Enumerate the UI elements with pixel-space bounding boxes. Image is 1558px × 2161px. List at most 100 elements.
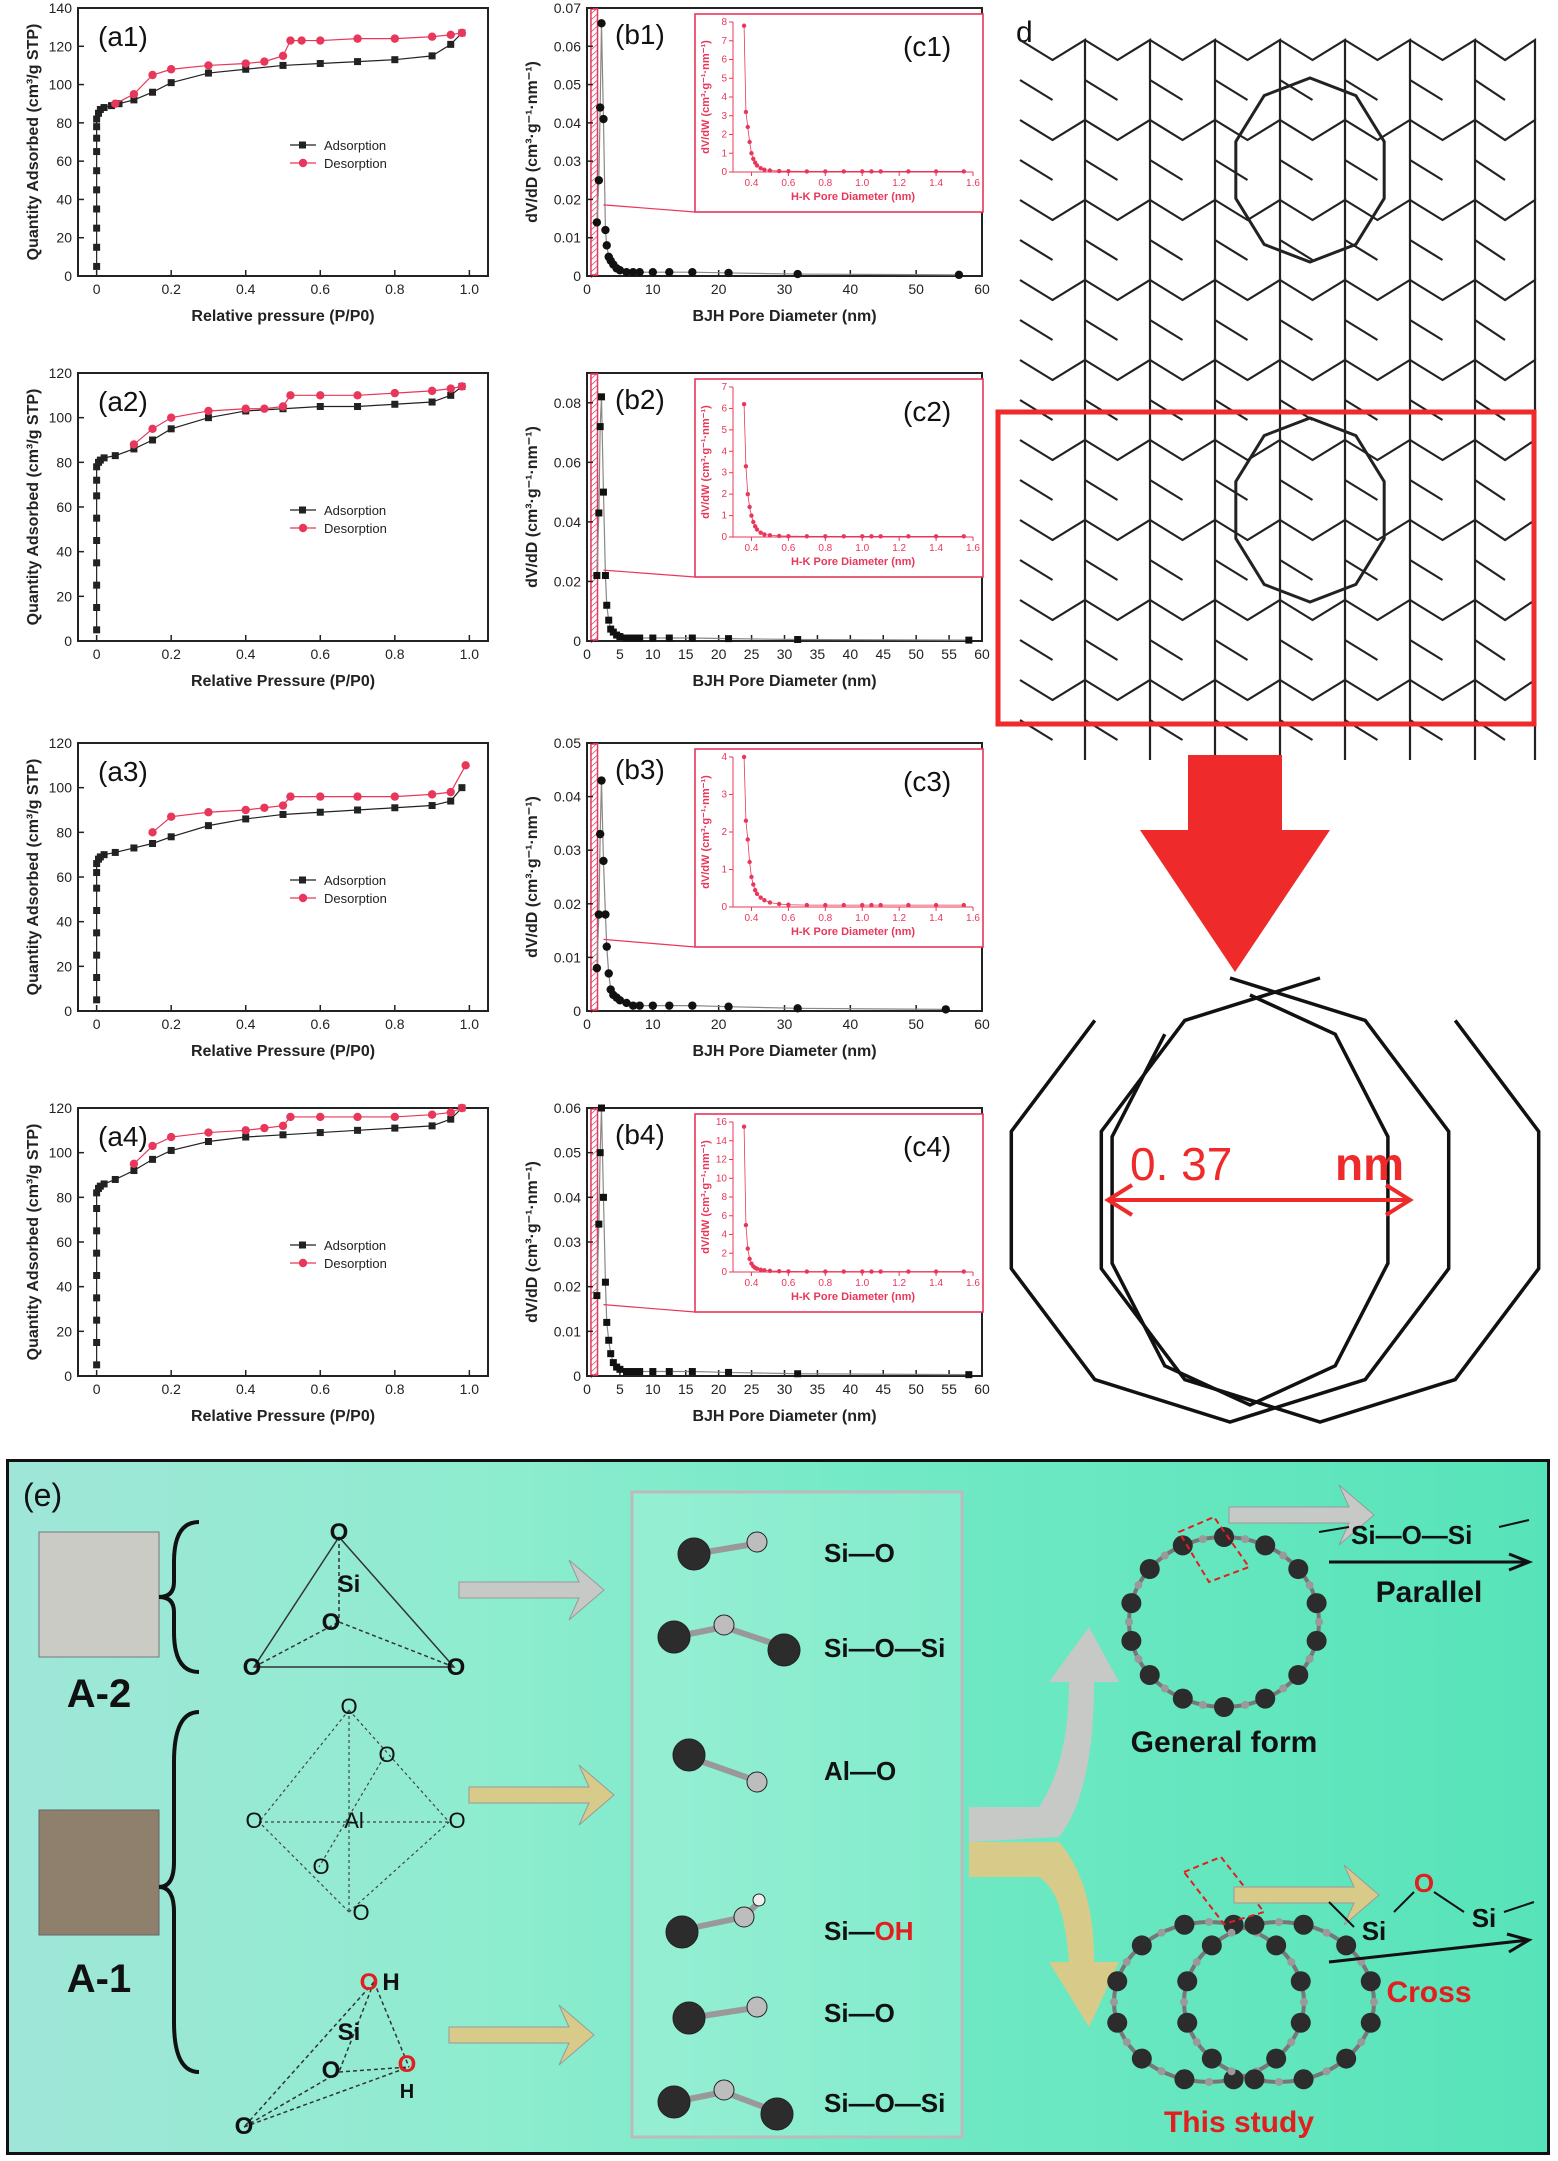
sample-a2-label: A-2 [67,1672,131,1716]
tetra-top-bonds [252,1536,456,1668]
framework-cell [1084,438,1152,520]
framework-bond [1344,319,1379,341]
desorption-point [204,1128,213,1137]
general-ring-o-atom [1198,1535,1207,1544]
cross-si-1: Si [1362,1916,1387,1946]
band-hatch [590,796,598,804]
desorption-point [129,89,139,99]
desorption-point [446,30,455,39]
adsorption-point [93,929,101,937]
desorption-point [166,413,176,422]
band-hatch [590,67,598,75]
desorption-point [129,440,139,449]
adsorption-point [111,452,119,460]
tetra-top-inner [253,1621,340,1668]
band-hatch [590,127,598,135]
band-hatch [590,163,598,171]
y-tick-label: 120 [49,38,73,54]
inset-point [878,169,883,174]
x-tick-label: 0.6 [311,1016,331,1032]
band-hatch [590,253,598,261]
band-hatch [590,1365,598,1373]
y-tick-label: 0.02 [554,573,581,589]
o-atom [733,1906,755,1928]
band-hatch [590,1203,598,1211]
adsorption-point [167,833,175,841]
framework-cell [1344,518,1412,600]
study-ring-b-si-atom [1201,1935,1222,1956]
general-ring-o-atom [1125,1618,1133,1626]
framework-cell [1149,358,1217,440]
inset-x-axis-label: H-K Pore Diameter (nm) [791,1291,915,1303]
inset-y-tick-label: 2 [721,827,727,838]
y-tick-label: 60 [56,869,72,885]
inset-y-tick-label: 16 [716,1117,728,1128]
series-line-desorption [133,385,463,445]
framework-lines [1019,37,1537,760]
inset-point [869,169,874,174]
arrow-silanol [448,2004,595,2066]
desorption-point [204,406,213,416]
general-ring-si-atom [1139,1664,1160,1685]
bond-label: Al—O [824,1756,896,1786]
isotherm-a3: 0 0.2 0.4 0.6 0.8 1.0 0 20 40 60 80 100 120 Relative … [25,735,489,1060]
desorption-point [457,1103,467,1113]
pore-b1: 0 10 20 30 40 50 6000.010.020.030.040.050.060.… [524,0,990,325]
y-tick-label: 0.04 [554,789,581,805]
band-hatch [590,1353,598,1361]
framework-cell [1474,197,1537,280]
x-tick-label: 10 [645,281,661,297]
data-point [597,393,605,401]
framework-bond [1019,479,1054,501]
x-tick-label: 0.8 [385,1016,405,1032]
series-line-adsorption [96,787,463,1000]
x-tick-label: 0 [93,646,101,662]
pore-b4: 0 5 10 15 20 25 30 35 40 45 50 55 6000.010.020.030.0… [524,1100,990,1425]
inset-point [752,887,758,893]
x-tick-label: 0 [583,646,591,662]
series-line-desorption [133,1107,463,1165]
x-tick-label: 35 [810,1381,826,1397]
inset-x-tick-label: 0.6 [781,543,795,554]
band-hatch [590,420,598,428]
y-tick-label: 120 [49,365,73,381]
band-hatch [590,1263,598,1271]
x-tick-label: 10 [645,1016,661,1032]
bond-label: Si—O [824,1998,895,2028]
inset-x-axis-label: H-K Pore Diameter (nm) [791,556,915,568]
framework-bond [1019,559,1054,581]
plot-frame [77,7,489,277]
inset-y-tick-label: 1 [721,511,727,522]
adsorption-point [204,1138,212,1145]
data-point [629,1368,637,1376]
x-tick-label: 40 [843,1381,859,1397]
panel-label: (a1) [98,21,148,52]
adsorption-point [242,65,250,73]
adsorption-point [93,243,101,251]
y-tick-label: 120 [49,735,73,751]
band-hatch [590,1161,598,1169]
inset-point [776,901,782,907]
isotherm-a1: 0 0.2 0.4 0.6 0.8 1.0 0 20 40 60 80 100 120 140 Relati… [25,0,489,325]
inset-point [804,169,810,174]
sample-a1-label: A-1 [67,1957,131,2001]
band-hatch [590,157,598,165]
x-tick-label: 5 [616,1381,624,1397]
inset-point [749,874,754,880]
inset-frame [694,378,984,578]
framework-bond [1084,159,1119,181]
band-hatch [590,802,598,810]
adsorption-point [100,851,108,859]
inset-x-tick-label: 0.8 [818,1278,832,1289]
framework-cell [1019,678,1087,760]
desorption-point [457,382,467,391]
inset-y-tick-label: 10 [716,1173,728,1184]
band-hatch [590,1173,598,1181]
framework-cell [1279,678,1347,760]
adsorption-point [100,104,108,112]
adsorption-point [93,869,101,877]
inset-series-line [743,756,964,906]
x-tick-label: 45 [875,646,891,662]
band-hatch [590,856,598,864]
desorption-point [461,761,470,770]
